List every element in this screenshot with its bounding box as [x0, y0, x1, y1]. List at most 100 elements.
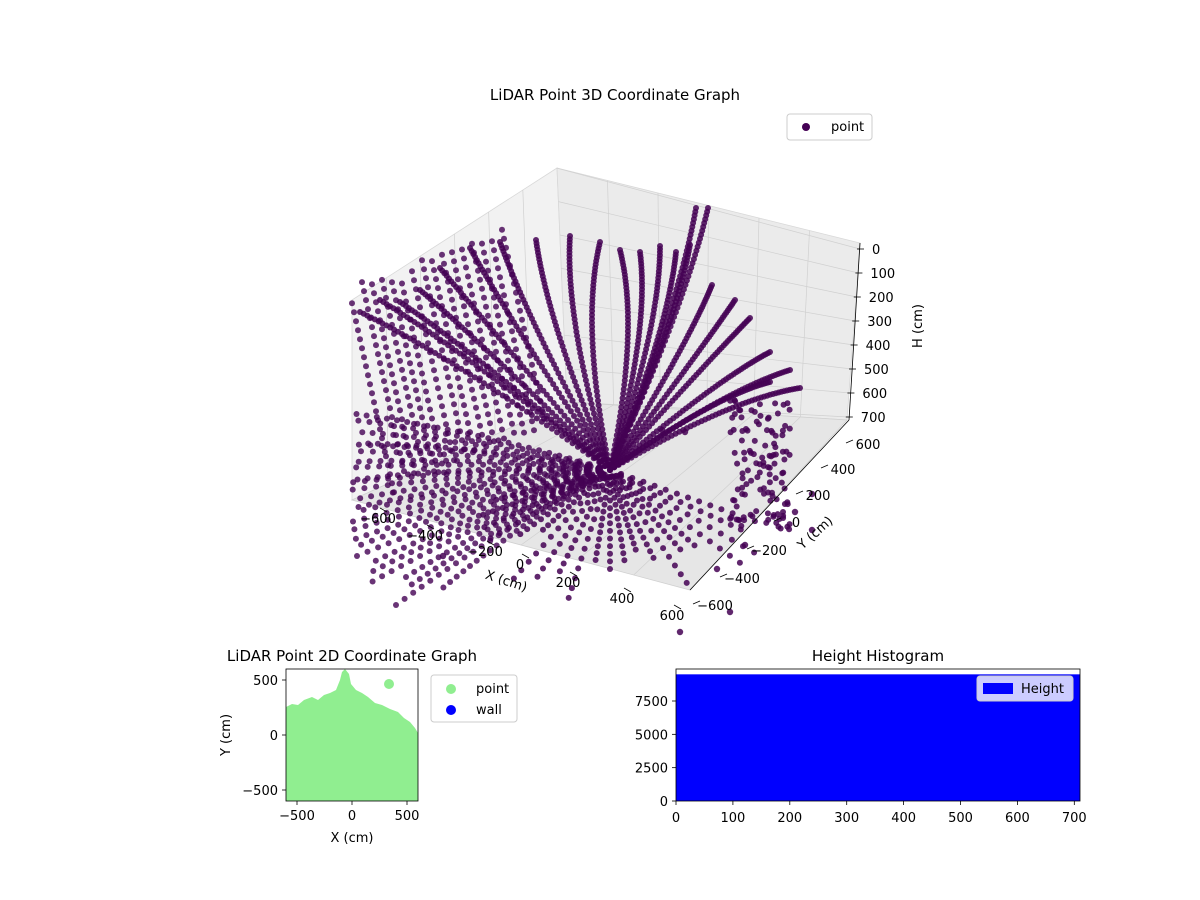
- lidar-point-3d: [460, 484, 467, 491]
- lidar-point-3d: [728, 514, 735, 520]
- lidar-point-3d: [607, 550, 613, 557]
- lidar-point-3d: [671, 562, 678, 569]
- lidar-point-3d: [425, 397, 431, 404]
- grid-line-3d: [706, 205, 709, 412]
- lidar-point-3d: [551, 506, 558, 513]
- lidar-point-3d: [592, 431, 598, 438]
- lidar-point-3d: [438, 528, 445, 535]
- lidar-point-3d: [458, 365, 465, 372]
- lidar-point-3d: [485, 363, 491, 370]
- lidar-point-3d: [437, 451, 443, 458]
- lidar-point-3d: [657, 489, 664, 496]
- lidar-point-3d: [384, 516, 391, 523]
- lidar-point-3d: [420, 472, 427, 479]
- legend-marker-point: [802, 123, 810, 131]
- lidar-point-3d: [760, 485, 767, 492]
- lidar-point-3d: [564, 436, 571, 443]
- legend-label-height: Height: [1021, 682, 1064, 697]
- lidar-point-3d: [409, 369, 415, 376]
- lidar-point-3d: [519, 446, 526, 452]
- y-tick-label-3d: −400: [724, 572, 760, 587]
- lidar-point-3d: [429, 532, 435, 539]
- lidar-point-3d: [490, 468, 497, 475]
- lidar-point-3d: [658, 426, 666, 434]
- lidar-point-3d: [717, 517, 724, 524]
- lidar-point-3d: [530, 448, 537, 455]
- lidar-point-3d: [501, 235, 507, 242]
- lidar-point-3d: [413, 343, 419, 350]
- lidar-point-3d: [477, 276, 483, 283]
- y-tick-label-3d: 200: [806, 489, 831, 504]
- lidar-point-3d: [630, 501, 637, 508]
- lidar-point-3d: [361, 515, 368, 522]
- lidar-point-3d: [549, 425, 555, 432]
- legend-swatch-height: [983, 683, 1013, 694]
- lidar-point-3d: [558, 501, 565, 508]
- y-tick-3d: [795, 490, 804, 495]
- lidar-point-3d: [427, 349, 433, 356]
- lidar-point-3d: [644, 509, 651, 516]
- lidar-point-3d: [449, 249, 455, 256]
- lidar-point-3d: [441, 356, 447, 363]
- lidar-point-3d: [768, 427, 775, 434]
- lidar-point-3d: [469, 339, 475, 346]
- lidar-point-3d: [565, 417, 571, 423]
- lidar-point-3d: [355, 417, 362, 424]
- lidar-point-3d: [425, 340, 431, 347]
- legend-marker-wall: [446, 705, 456, 715]
- lidar-point-3d: [432, 565, 439, 572]
- lidar-point-3d: [551, 549, 558, 556]
- lidar-point-3d: [784, 400, 791, 407]
- legend-label-point: point: [831, 120, 864, 135]
- lidar-point-3d: [652, 507, 659, 514]
- lidar-point-3d: [756, 469, 763, 476]
- ticks-histogram: 0 100 200 300 400 500 600 700 0 2500 5000 7500: [635, 695, 1087, 826]
- lidar-point-3d: [489, 330, 495, 337]
- lidar-point-3d: [738, 522, 745, 529]
- lidar-point-3d: [481, 294, 487, 301]
- lidar-point-3d: [425, 469, 432, 476]
- lidar-point-3d: [473, 258, 479, 265]
- lidar-point-3d: [408, 549, 415, 556]
- lidar-point-3d: [524, 526, 531, 533]
- lidar-point-3d: [419, 414, 425, 421]
- lidar-point-3d: [530, 460, 537, 467]
- lidar-point-3d: [539, 497, 546, 504]
- y-tick-3d: [746, 545, 755, 550]
- lidar-point-3d: [461, 350, 467, 357]
- lidar-point-3d: [407, 510, 413, 517]
- lidar-point-3d: [595, 402, 602, 409]
- lidar-point-3d: [373, 299, 379, 306]
- lidar-point-3d: [509, 501, 516, 508]
- lidar-point-3d: [464, 545, 471, 552]
- lidar-point-3d: [567, 233, 573, 239]
- lidar-point-3d: [547, 395, 554, 402]
- lidar-point-3d: [499, 504, 506, 511]
- lidar-point-3d: [580, 401, 587, 408]
- lidar-point-3d: [499, 426, 505, 433]
- lidar-point-3d: [553, 413, 560, 420]
- lidar-point-3d: [756, 401, 763, 408]
- lidar-point-3d: [591, 498, 598, 505]
- lidar-point-3d: [533, 415, 540, 422]
- lidar-point-3d: [559, 432, 566, 439]
- lidar-point-3d: [433, 483, 440, 489]
- lidar-point-3d: [748, 407, 755, 414]
- lidar-point-3d: [585, 451, 592, 458]
- lidar-point-3d: [617, 408, 624, 415]
- lidar-point-3d: [449, 485, 456, 492]
- lidar-point-3d: [381, 285, 387, 292]
- lidar-point-3d: [592, 557, 599, 563]
- lidar-point-3d: [581, 545, 588, 552]
- lidar-point-3d: [354, 553, 360, 559]
- lidar-point-3d: [647, 495, 653, 502]
- lidar-point-3d: [634, 403, 641, 409]
- lidar-point-3d: [461, 402, 467, 409]
- lidar-point-3d: [489, 508, 496, 515]
- lidar-point-3d: [584, 535, 591, 542]
- lidar-point-3d: [439, 460, 445, 467]
- lidar-point-3d: [540, 565, 546, 572]
- lidar-point-3d: [515, 402, 521, 409]
- lidar-point-3d: [409, 325, 415, 332]
- lidar-point-3d: [550, 381, 557, 388]
